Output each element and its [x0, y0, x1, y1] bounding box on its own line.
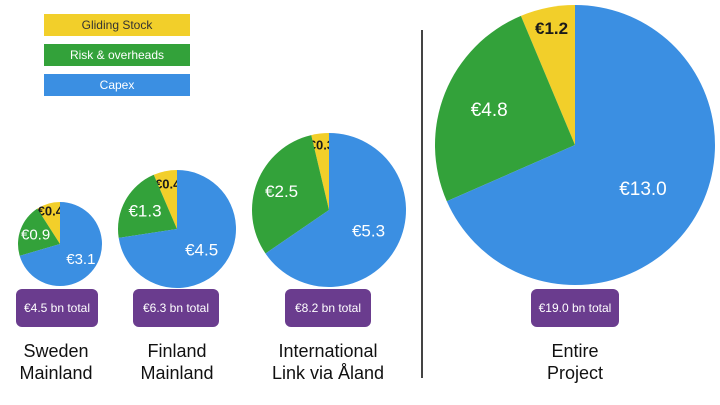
pie-slice-finland-capex	[118, 170, 237, 288]
pie-label-entire-project-risk-overheads: €4.8	[471, 100, 508, 121]
group-label-sweden: Sweden Mainland	[19, 341, 93, 383]
legend-item-risk-overheads: Risk & overheads	[44, 44, 190, 66]
pie-slice-finland-risk-overheads	[118, 174, 177, 238]
pie-label-finland-risk-overheads: €1.3	[128, 202, 161, 221]
pie-slice-international-link-capex	[265, 133, 407, 287]
pie-slice-international-link-gliding-stock	[311, 133, 329, 210]
pie-label-international-link-risk-overheads: €2.5	[265, 182, 298, 201]
pie-slice-finland-gliding-stock	[153, 170, 177, 229]
pie-slice-entire-project-risk-overheads	[435, 15, 575, 202]
total-badge-entire-project: €19.0 bn total	[531, 289, 619, 327]
group-label-entire-project: Entire Project	[546, 341, 604, 383]
pie-label-sweden-capex: €3.1	[66, 251, 95, 268]
total-badge-international-link: €8.2 bn total	[285, 289, 371, 327]
divider	[421, 30, 423, 378]
total-badge-finland: €6.3 bn total	[133, 289, 219, 327]
pie-label-entire-project-capex: €13.0	[619, 179, 667, 200]
group-label-finland: Finland Mainland	[140, 341, 214, 383]
legend-item-capex: Capex	[44, 74, 190, 96]
pie-label-sweden-gliding-stock: €0.4	[38, 203, 64, 218]
pie-slice-sweden-capex	[19, 202, 103, 287]
pie-label-sweden-risk-overheads: €0.9	[21, 226, 50, 243]
pie-label-finland-capex: €4.5	[185, 241, 218, 260]
group-label-international-link: International Link via Åland	[271, 341, 385, 383]
pie-slice-sweden-gliding-stock	[37, 202, 60, 244]
pie-slice-sweden-risk-overheads	[17, 208, 60, 256]
pie-slice-entire-project-capex	[446, 5, 715, 285]
pie-label-international-link-gliding-stock: €0.3	[309, 137, 334, 152]
pie-label-entire-project-gliding-stock: €1.2	[535, 19, 568, 38]
pie-slice-international-link-risk-overheads	[252, 135, 329, 254]
pie-slice-entire-project-gliding-stock	[520, 5, 575, 145]
pie-label-international-link-capex: €5.3	[352, 221, 385, 240]
total-badge-sweden: €4.5 bn total	[16, 289, 98, 327]
legend-item-gliding-stock: Gliding Stock	[44, 14, 190, 36]
pie-label-finland-gliding-stock: €0.4	[155, 176, 181, 191]
